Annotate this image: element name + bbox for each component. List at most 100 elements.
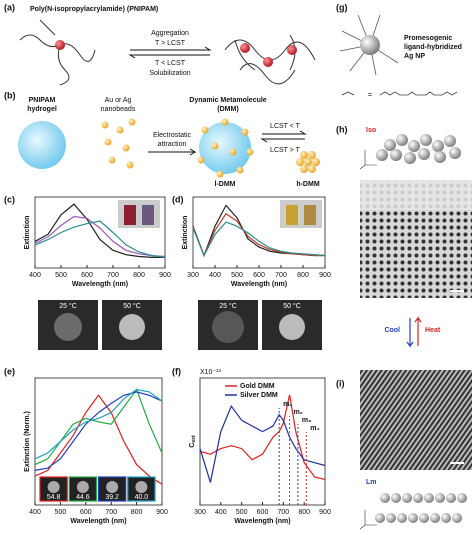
x-axis-label: Wavelength (nm) (234, 518, 290, 525)
scale-bar (450, 290, 464, 292)
sem-images (38, 300, 322, 350)
ag-np (360, 35, 380, 55)
heat-label: Heat (425, 327, 441, 334)
marker-label: m₂ (294, 409, 303, 416)
y-axis-label-sub: ext (191, 435, 197, 443)
axes-icon (359, 510, 377, 530)
equals: = (368, 92, 372, 99)
inset-label: 44.6 (76, 494, 90, 501)
arrow (262, 130, 307, 135)
x-axis-label: Wavelength (nm) (72, 281, 128, 288)
sem-label: 50 °C (123, 302, 141, 310)
arrow-label: Solubilization (149, 70, 190, 77)
heat-arrow (414, 316, 422, 346)
arrow (260, 138, 305, 143)
label: hydrogel (27, 106, 57, 113)
y-axis-label: Cext (189, 435, 197, 448)
label: Promesogenic (404, 35, 452, 42)
marker-label: m₃ (302, 417, 311, 424)
series-line (34, 215, 166, 258)
hydrogel (18, 121, 66, 169)
x-tick-label: 900 (319, 509, 331, 516)
x-tick-label: 400 (29, 509, 41, 516)
panel-label: (e) (4, 366, 15, 376)
x-axis-label: Wavelength (nm) (70, 518, 126, 525)
bead (240, 43, 250, 53)
ligand-np (339, 14, 399, 76)
bead (287, 45, 297, 55)
series-line (34, 391, 163, 471)
inset-particle (135, 481, 148, 493)
inset-particle (47, 481, 60, 493)
label: Dynamic Metamolecule (189, 97, 267, 104)
x-tick-label: 900 (319, 272, 331, 279)
label: h-DMM (296, 181, 319, 188)
x-tick-label: 900 (156, 509, 168, 516)
sem-label: 25 °C (59, 302, 77, 310)
label: PNIPAM (29, 97, 56, 104)
sem-label: 25 °C (219, 302, 237, 310)
legend-label: Silver DMM (240, 392, 278, 399)
axes-icon (359, 150, 377, 170)
panel-label: (c) (4, 194, 15, 204)
x-tick-label: 600 (80, 509, 92, 516)
inset-label: 54.8 (47, 494, 61, 501)
marker-label: m₄ (310, 425, 320, 432)
x-tick-label: 300 (194, 509, 206, 516)
dmm (199, 122, 251, 174)
series-line (199, 394, 326, 481)
nanobeads (101, 118, 136, 169)
phase-label: Lm (366, 479, 377, 486)
legend-label: Gold DMM (240, 383, 275, 390)
tem-image (360, 370, 472, 470)
series-line (34, 388, 163, 460)
y-axis-label: Extinction (182, 216, 189, 250)
x-tick-label: 700 (275, 272, 287, 279)
label: attraction (158, 141, 187, 148)
series-line (192, 221, 326, 257)
plot-frame (34, 196, 166, 269)
x-tick-label: 500 (55, 272, 67, 279)
series-line (34, 203, 165, 258)
x-tick-label: 300 (187, 272, 199, 279)
iso-spheres (376, 134, 461, 164)
inset-label: 40.0 (135, 494, 149, 501)
arrow-label: T > LCST (155, 40, 186, 47)
arrow (148, 148, 197, 156)
x-tick-label: 700 (107, 272, 119, 279)
x-tick-label: 800 (297, 272, 309, 279)
x-tick-label: 900 (159, 272, 171, 279)
inset-particle (106, 481, 119, 493)
arrow-label: Aggregation (151, 30, 189, 37)
panel-label: (a) (4, 2, 15, 12)
attached-beads (197, 118, 254, 178)
y-axis-label: Extinction (24, 216, 31, 250)
label: nanobeads (101, 106, 136, 113)
x-tick-label: 500 (236, 509, 248, 516)
panel-label: (i) (336, 378, 345, 388)
bead (263, 57, 273, 67)
inset-label: 39.2 (105, 494, 119, 501)
arrow (128, 54, 210, 59)
y-axis-label: Extinction (Norm.) (24, 411, 31, 472)
panel-label: (d) (172, 194, 184, 204)
x-tick-label: 800 (298, 509, 310, 516)
arrow (130, 46, 212, 51)
x-tick-label: 500 (231, 272, 243, 279)
marker-label: m₁ (283, 401, 292, 408)
label: Electrostatic (153, 132, 192, 139)
cool-label: Cool (384, 327, 400, 334)
series-line (192, 212, 325, 258)
inset-particle (76, 481, 89, 493)
vial-insets (118, 200, 322, 228)
scale-bar (450, 462, 464, 464)
x-tick-label: 500 (55, 509, 67, 516)
ligand-structure (379, 91, 458, 96)
x-axis-label: Wavelength (nm) (231, 281, 287, 288)
label: LCST < T (270, 123, 301, 130)
x-tick-label: 800 (131, 509, 143, 516)
bead (55, 40, 65, 50)
series-line (34, 220, 166, 258)
tem-background (360, 180, 472, 210)
